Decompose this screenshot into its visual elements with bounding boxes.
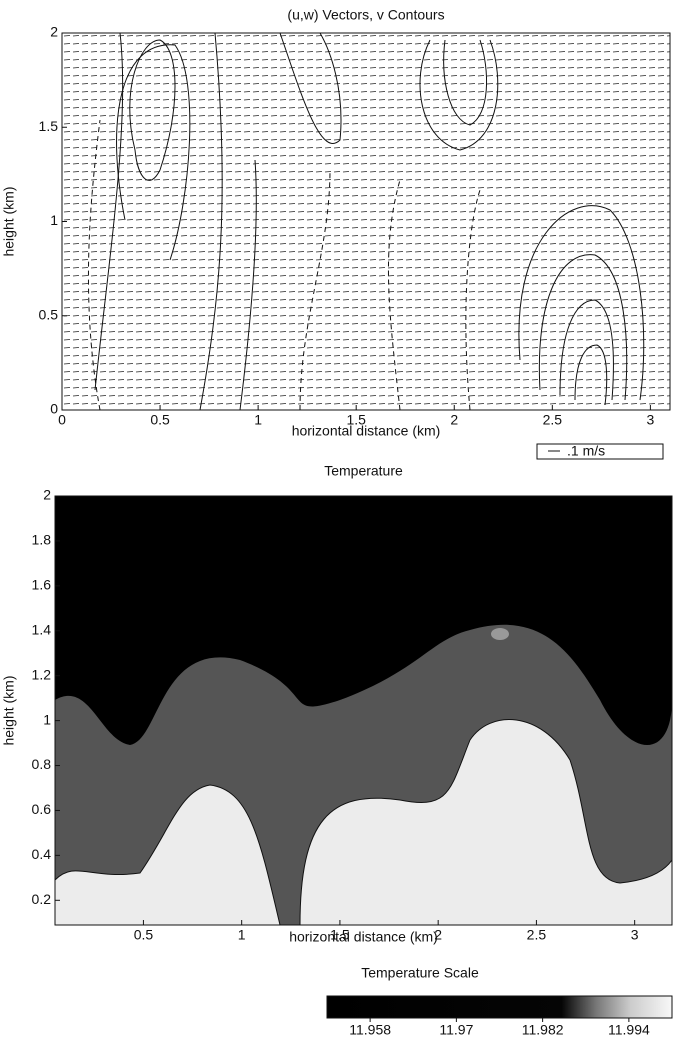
y-tick-label: 0.2 (32, 891, 52, 907)
y-axis-label: height (km) (1, 675, 17, 745)
y-tick-label: 1.5 (39, 118, 59, 134)
scale-label: .1 m/s (567, 443, 605, 459)
colorbar-tick-label: 11.97 (439, 1022, 473, 1038)
y-tick-label: 0 (50, 401, 58, 417)
y-tick-label: 1.8 (32, 532, 52, 548)
temperature-field (55, 496, 672, 925)
x-tick-label: 1 (254, 412, 262, 428)
x-tick-label: 1.5 (330, 927, 350, 943)
colorbar-tick-label: 11.994 (608, 1022, 650, 1038)
x-tick-label: 3 (631, 927, 639, 943)
x-tick-label: 2 (450, 412, 458, 428)
y-tick-label: 1 (50, 212, 58, 228)
x-tick-label: 1.5 (346, 412, 366, 428)
colorbar-title: Temperature Scale (361, 965, 479, 981)
y-tick-label: 1 (43, 711, 51, 727)
x-axis-label: horizontal distance (km) (292, 423, 441, 439)
y-tick-label: 0.8 (32, 756, 52, 772)
y-axis-label: height (km) (1, 186, 17, 256)
y-tick-label: 1.4 (32, 621, 52, 637)
x-axis-label: horizontal distance (km) (289, 929, 438, 945)
chart-title: Temperature (324, 463, 403, 479)
x-tick-label: 0.5 (150, 412, 170, 428)
x-tick-label: 0.5 (134, 927, 154, 943)
scale-box (536, 443, 664, 460)
colorbar (326, 995, 673, 1019)
y-tick-label: 2 (43, 487, 51, 503)
vector-field (62, 33, 670, 410)
y-tick-label: 0.6 (32, 801, 52, 817)
x-tick-label: 3 (646, 412, 654, 428)
colorbar-tick-label: 11.982 (522, 1022, 564, 1038)
y-tick-label: 1.6 (32, 577, 52, 593)
y-tick-label: 0.5 (39, 306, 59, 322)
x-tick-label: 2.5 (527, 927, 547, 943)
chart-title: (u,w) Vectors, v Contours (287, 7, 444, 23)
y-tick-label: 2 (50, 24, 58, 40)
y-tick-label: 1.2 (32, 666, 52, 682)
colorbar-tick-label: 11.958 (349, 1022, 391, 1038)
x-tick-label: 1 (238, 927, 246, 943)
x-tick-label: 2 (434, 927, 442, 943)
x-tick-label: 0 (58, 412, 66, 428)
y-tick-label: 0.4 (32, 846, 52, 862)
x-tick-label: 2.5 (543, 412, 563, 428)
plot-frame (54, 495, 673, 926)
